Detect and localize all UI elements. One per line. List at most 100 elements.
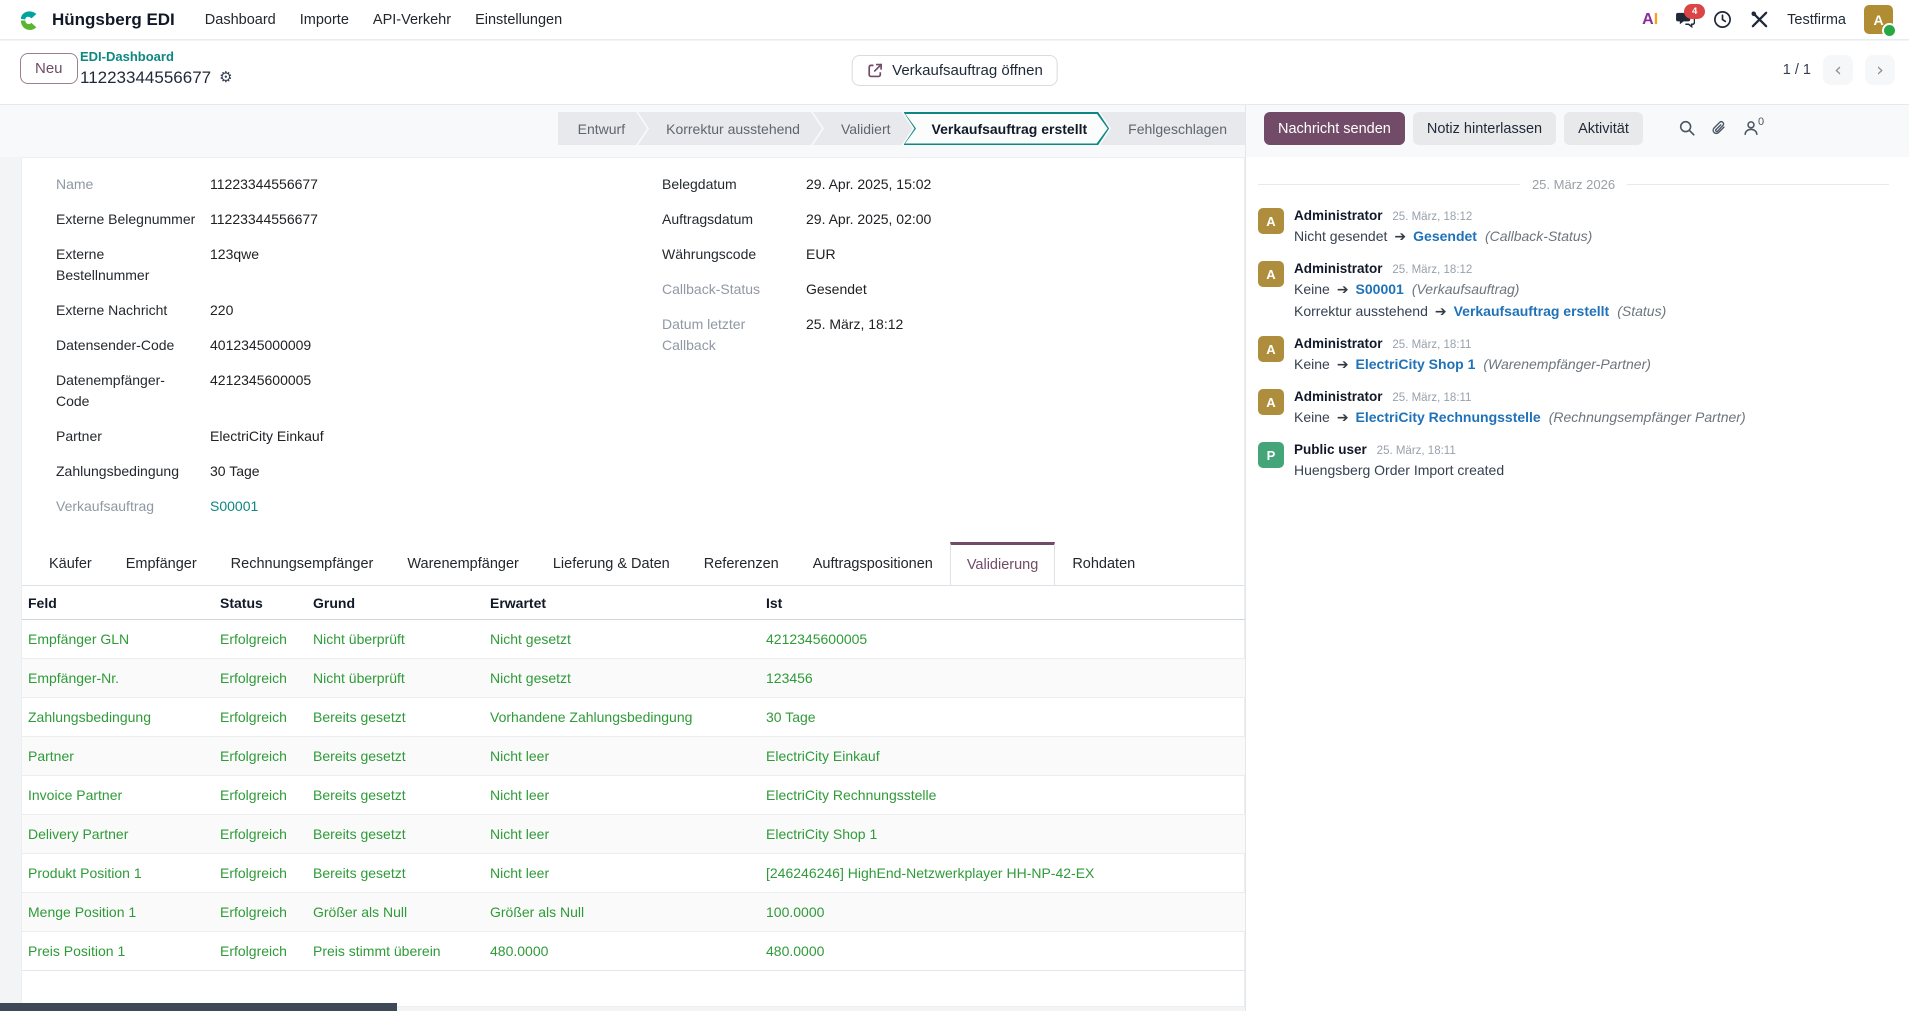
attachments-icon[interactable] bbox=[1710, 119, 1728, 137]
author-name[interactable]: Administrator bbox=[1294, 389, 1383, 404]
debug-tools-icon[interactable] bbox=[1750, 10, 1769, 29]
column-header-status[interactable]: Status bbox=[214, 586, 307, 620]
message[interactable]: A Administrator 25. März, 18:11 Keine➔El… bbox=[1246, 387, 1909, 429]
tab-referenzen[interactable]: Referenzen bbox=[687, 542, 796, 585]
message[interactable]: A Administrator 25. März, 18:12 Nicht ge… bbox=[1246, 206, 1909, 248]
ai-assistant-icon[interactable]: AI bbox=[1642, 11, 1658, 29]
tab-lieferung-daten[interactable]: Lieferung & Daten bbox=[536, 542, 687, 585]
tab-warenempfaenger[interactable]: Warenempfänger bbox=[390, 542, 536, 585]
field-group-right: Belegdatum 29. Apr. 2025, 15:02 Auftrags… bbox=[662, 174, 1230, 531]
author-name[interactable]: Administrator bbox=[1294, 208, 1383, 223]
field-value[interactable]: 4212345600005 bbox=[210, 370, 626, 412]
nav-item-einstellungen[interactable]: Einstellungen bbox=[463, 0, 574, 39]
app-logo-icon[interactable] bbox=[16, 7, 42, 33]
field-label: Datum letzter Callback bbox=[662, 314, 794, 356]
field-value[interactable]: 29. Apr. 2025, 15:02 bbox=[806, 174, 1230, 195]
tab-validierung-active[interactable]: Validierung bbox=[950, 542, 1055, 586]
arrow-right-icon: ➔ bbox=[1394, 229, 1406, 245]
tracking-new-value[interactable]: Gesendet bbox=[1413, 228, 1477, 244]
validation-row[interactable]: Empfänger GLN Erfolgreich Nicht überprüf… bbox=[22, 620, 1246, 659]
field-value[interactable]: 11223344556677 bbox=[210, 174, 626, 195]
tracking-new-value[interactable]: S00001 bbox=[1356, 281, 1404, 297]
activity-clock-icon[interactable] bbox=[1713, 10, 1732, 29]
tab-rechnungsempfaenger[interactable]: Rechnungsempfänger bbox=[214, 542, 391, 585]
field-value[interactable]: 25. März, 18:12 bbox=[806, 314, 1230, 356]
control-panel: Neu EDI-Dashboard 11223344556677 ⚙ Verka… bbox=[0, 41, 1909, 105]
tab-rohdaten[interactable]: Rohdaten bbox=[1055, 542, 1152, 585]
validation-row[interactable]: Zahlungsbedingung Erfolgreich Bereits ge… bbox=[22, 698, 1246, 737]
tracking-new-value[interactable]: ElectriCity Rechnungsstelle bbox=[1356, 409, 1541, 425]
field-value[interactable]: EUR bbox=[806, 244, 1230, 265]
field-label: Währungscode bbox=[662, 244, 794, 265]
validation-row[interactable]: Empfänger-Nr. Erfolgreich Nicht überprüf… bbox=[22, 659, 1246, 698]
nav-item-importe[interactable]: Importe bbox=[288, 0, 361, 39]
message[interactable]: A Administrator 25. März, 18:11 Keine➔El… bbox=[1246, 334, 1909, 376]
validation-row[interactable]: Delivery Partner Erfolgreich Bereits ges… bbox=[22, 815, 1246, 854]
field-value[interactable]: 220 bbox=[210, 300, 626, 321]
status-step-verkaufsauftrag-erstellt-active[interactable]: Verkaufsauftrag erstellt bbox=[904, 112, 1110, 145]
status-step-entwurf[interactable]: Entwurf bbox=[558, 112, 647, 145]
breadcrumb-parent-link[interactable]: EDI-Dashboard bbox=[80, 49, 233, 65]
status-step-korrektur-ausstehend[interactable]: Korrektur ausstehend bbox=[638, 112, 822, 145]
avatar: A bbox=[1258, 208, 1284, 234]
search-messages-icon[interactable] bbox=[1678, 119, 1696, 137]
column-header-grund[interactable]: Grund bbox=[307, 586, 484, 620]
column-header-erwartet[interactable]: Erwartet bbox=[484, 586, 760, 620]
log-note-button[interactable]: Notiz hinterlassen bbox=[1413, 112, 1556, 145]
new-button[interactable]: Neu bbox=[20, 53, 78, 84]
nav-item-api-verkehr[interactable]: API-Verkehr bbox=[361, 0, 463, 39]
author-name[interactable]: Administrator bbox=[1294, 336, 1383, 351]
followers-icon[interactable]: 0 bbox=[1742, 119, 1766, 137]
cell-ist: ElectriCity Shop 1 bbox=[760, 815, 1246, 854]
column-header-feld[interactable]: Feld bbox=[22, 586, 214, 620]
company-name[interactable]: Testfirma bbox=[1787, 12, 1846, 28]
send-message-button[interactable]: Nachricht senden bbox=[1264, 112, 1405, 145]
tracking-new-value[interactable]: ElectriCity Shop 1 bbox=[1356, 356, 1476, 372]
validation-row[interactable]: Menge Position 1 Erfolgreich Größer als … bbox=[22, 893, 1246, 932]
cell-status: Erfolgreich bbox=[214, 815, 307, 854]
open-sale-order-button[interactable]: Verkaufsauftrag öffnen bbox=[851, 55, 1058, 86]
cell-erwartet: 480.0000 bbox=[484, 932, 760, 971]
user-avatar[interactable]: A bbox=[1864, 5, 1893, 34]
navbar-systray: AI 4 Testfirma A bbox=[1642, 5, 1893, 34]
validation-row[interactable]: Partner Erfolgreich Bereits gesetzt Nich… bbox=[22, 737, 1246, 776]
field-value[interactable]: 11223344556677 bbox=[210, 209, 626, 230]
cell-ist: 30 Tage bbox=[760, 698, 1246, 737]
cell-ist: 100.0000 bbox=[760, 893, 1246, 932]
message-text: Huengsberg Order Import created bbox=[1294, 460, 1504, 481]
message[interactable]: P Public user 25. März, 18:11 Huengsberg… bbox=[1246, 440, 1909, 481]
author-name[interactable]: Administrator bbox=[1294, 261, 1383, 276]
tab-auftragspositionen[interactable]: Auftragspositionen bbox=[796, 542, 950, 585]
field-value[interactable]: ElectriCity Einkauf bbox=[210, 426, 626, 447]
pager-previous-button[interactable]: ‹ bbox=[1823, 55, 1853, 85]
field-value[interactable]: 29. Apr. 2025, 02:00 bbox=[806, 209, 1230, 230]
status-step-validiert[interactable]: Validiert bbox=[813, 112, 913, 145]
nav-item-dashboard[interactable]: Dashboard bbox=[193, 0, 288, 39]
field-value[interactable]: 30 Tage bbox=[210, 461, 626, 482]
tab-kaeufer[interactable]: Käufer bbox=[32, 542, 109, 585]
messages-icon[interactable]: 4 bbox=[1676, 11, 1695, 28]
field-zahlungsbedingung: Zahlungsbedingung 30 Tage bbox=[56, 461, 626, 482]
field-value[interactable]: Gesendet bbox=[806, 279, 1230, 300]
activity-button[interactable]: Aktivität bbox=[1564, 112, 1643, 145]
action-gear-icon[interactable]: ⚙ bbox=[219, 70, 232, 85]
column-header-ist[interactable]: Ist bbox=[760, 586, 1246, 620]
cell-feld: Preis Position 1 bbox=[22, 932, 214, 971]
tab-empfaenger[interactable]: Empfänger bbox=[109, 542, 214, 585]
validation-row[interactable]: Invoice Partner Erfolgreich Bereits gese… bbox=[22, 776, 1246, 815]
cell-erwartet: Nicht leer bbox=[484, 776, 760, 815]
message[interactable]: A Administrator 25. März, 18:12 Keine➔S0… bbox=[1246, 259, 1909, 323]
status-step-fehlgeschlagen[interactable]: Fehlgeschlagen bbox=[1100, 112, 1245, 145]
field-value[interactable]: 123qwe bbox=[210, 244, 626, 286]
sale-order-link[interactable]: S00001 bbox=[210, 496, 626, 517]
author-name[interactable]: Public user bbox=[1294, 442, 1367, 457]
field-label: Datensender-Code bbox=[56, 335, 198, 356]
validation-row[interactable]: Preis Position 1 Erfolgreich Preis stimm… bbox=[22, 932, 1246, 971]
cell-ist: 480.0000 bbox=[760, 932, 1246, 971]
field-label: Datenempfänger-Code bbox=[56, 370, 198, 412]
field-value[interactable]: 4012345000009 bbox=[210, 335, 626, 356]
tracking-new-value[interactable]: Verkaufsauftrag erstellt bbox=[1454, 303, 1610, 319]
pager-next-button[interactable]: › bbox=[1865, 55, 1895, 85]
record-title: 11223344556677 bbox=[80, 67, 211, 88]
validation-row[interactable]: Produkt Position 1 Erfolgreich Bereits g… bbox=[22, 854, 1246, 893]
